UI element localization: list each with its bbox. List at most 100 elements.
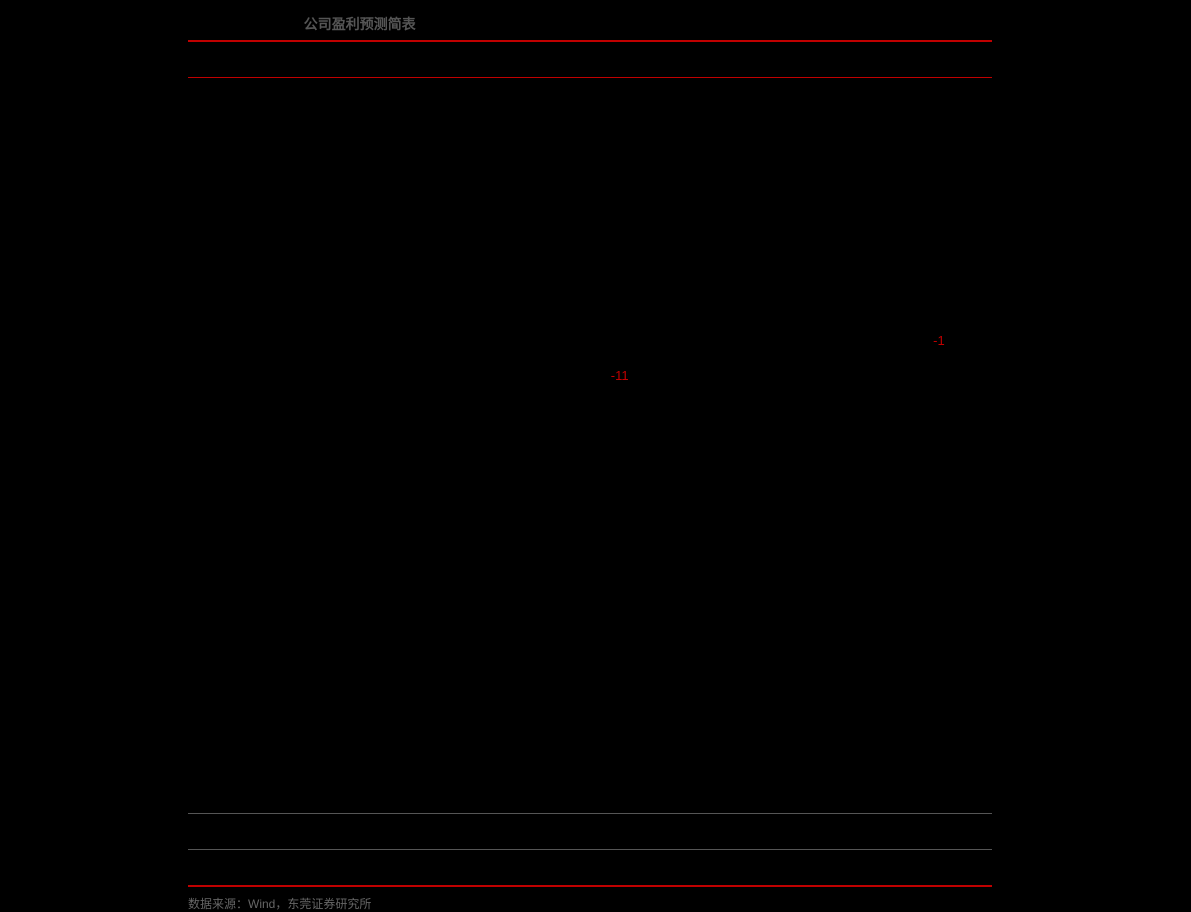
cell-value: 359	[780, 708, 886, 743]
row-label: 净利润	[188, 708, 458, 743]
row-label: 归母净利润	[188, 778, 458, 814]
cell-value: 24	[458, 638, 566, 673]
cell-value: 441	[886, 778, 992, 814]
table-row: 其他经营收益20-11756	[188, 358, 992, 393]
cell-value: 58.54	[458, 850, 566, 886]
row-label: 其他经营收益	[188, 358, 458, 393]
cell-value: 286	[674, 498, 780, 533]
cell-value: 11%	[780, 673, 886, 708]
cell-value: 134	[458, 253, 566, 288]
cell-value: 27.51	[886, 850, 992, 886]
cell-value: 27	[566, 638, 674, 673]
cell-value: 210	[566, 778, 674, 814]
cell-value: 4	[886, 743, 992, 778]
cell-value: 1	[886, 568, 992, 603]
cell-value: 31	[458, 463, 566, 498]
row-label: PE (倍)	[188, 850, 458, 886]
cell-value: 82	[674, 218, 780, 253]
header-row: 科目（百万元） 2022A 2023A 2024E 2025E 2026E	[188, 42, 992, 78]
row-label: 管理费用	[188, 253, 458, 288]
row-label: 财务费用	[188, 323, 458, 358]
table-row: 营业总收入2,6512,8123,7294,5315,248	[188, 78, 992, 114]
table-row: 营业外支出31121	[188, 568, 992, 603]
cell-value: 446	[886, 708, 992, 743]
row-label: 营业成本	[188, 148, 458, 183]
cell-value: 47.85	[674, 850, 780, 886]
cell-value: 0.40	[674, 814, 780, 850]
table-title: 公司盈利预测简表	[304, 14, 416, 34]
cell-value: 239	[566, 603, 674, 638]
cell-value: 355	[780, 778, 886, 814]
cell-value: 539	[886, 288, 992, 323]
cell-value: 18	[566, 323, 674, 358]
cell-value: 2,471	[458, 113, 566, 148]
cell-value: 4,531	[780, 78, 886, 114]
row-label: 营业外支出	[188, 568, 458, 603]
cell-value: 289	[674, 603, 780, 638]
cell-value: 3,729	[674, 78, 780, 114]
cell-value: 27	[674, 463, 780, 498]
cell-value: 2	[780, 568, 886, 603]
cell-value: 43	[886, 183, 992, 218]
table-row: 投资收益22222	[188, 428, 992, 463]
cell-value: 28	[886, 463, 992, 498]
cell-value: 400	[780, 498, 886, 533]
cell-value: 15	[458, 323, 566, 358]
table-row: 净利润173212256359446	[188, 708, 992, 743]
cell-value: 199	[458, 498, 566, 533]
table-body: 营业总收入2,6512,8123,7294,5315,248营业总成本2,471…	[188, 78, 992, 886]
cell-value: 2,812	[566, 78, 674, 114]
cell-value: 2,575	[566, 113, 674, 148]
row-label: 所得税	[188, 638, 458, 673]
cell-value: 2	[780, 428, 886, 463]
cell-value: 116	[886, 218, 992, 253]
cell-value: 62	[566, 218, 674, 253]
cell-value: 23	[458, 183, 566, 218]
cell-value: 11%	[886, 673, 992, 708]
table-row: 基本每股收益 (元)0.270.330.400.560.69	[188, 814, 992, 850]
cell-value: 6	[780, 533, 886, 568]
cell-value: 46	[780, 638, 886, 673]
figure-label: 图表1：	[246, 14, 296, 34]
figure-header: 图表1： 公司盈利预测简表	[246, 14, 992, 34]
cell-value: 39	[780, 183, 886, 218]
cell-value: 105	[780, 218, 886, 253]
cell-value: 1	[458, 393, 566, 428]
cell-value: 3,806	[886, 148, 992, 183]
cell-value: 256	[674, 708, 780, 743]
cell-value: 405	[780, 603, 886, 638]
cell-value: 290	[566, 288, 674, 323]
cell-value: 2,651	[458, 78, 566, 114]
table-row: 营业总成本2,4712,5753,4504,1354,755	[188, 113, 992, 148]
cell-value: 173	[458, 708, 566, 743]
cell-value: 4	[780, 743, 886, 778]
table-row: 营业税金及附加2324303943	[188, 183, 992, 218]
table-row: 归母净利润172210254355441	[188, 778, 992, 814]
cell-value: 30	[674, 183, 780, 218]
forecast-table: 科目（百万元） 2022A 2023A 2024E 2025E 2026E 营业…	[188, 42, 992, 885]
cell-value: 256	[458, 288, 566, 323]
data-source: 数据来源：Wind，东莞证券研究所	[188, 895, 992, 912]
cell-value: 24	[566, 183, 674, 218]
cell-value: 0.33	[566, 814, 674, 850]
cell-value: 66.02	[566, 850, 674, 886]
table-row: 所得税率12%11%11%11%11%	[188, 673, 992, 708]
row-label: 营业总成本	[188, 113, 458, 148]
row-label: 其他收益	[188, 463, 458, 498]
row-label: 销售费用	[188, 218, 458, 253]
cell-value: 1	[674, 568, 780, 603]
cell-value: 0	[458, 533, 566, 568]
table-row: 少数股东损益12344	[188, 743, 992, 778]
row-label: 营业税金及附加	[188, 183, 458, 218]
cell-value: 2	[674, 428, 780, 463]
cell-value: 395	[674, 288, 780, 323]
col-header-2025: 2025E	[780, 42, 886, 78]
col-header-label: 科目（百万元）	[188, 42, 458, 78]
cell-value: 0.56	[780, 814, 886, 850]
cell-value: 0	[674, 323, 780, 358]
col-header-2024: 2024E	[674, 42, 780, 78]
cell-value: 2	[886, 428, 992, 463]
cell-value: 20	[458, 358, 566, 393]
cell-value: 0	[566, 393, 674, 428]
cell-value: 1,980	[458, 148, 566, 183]
